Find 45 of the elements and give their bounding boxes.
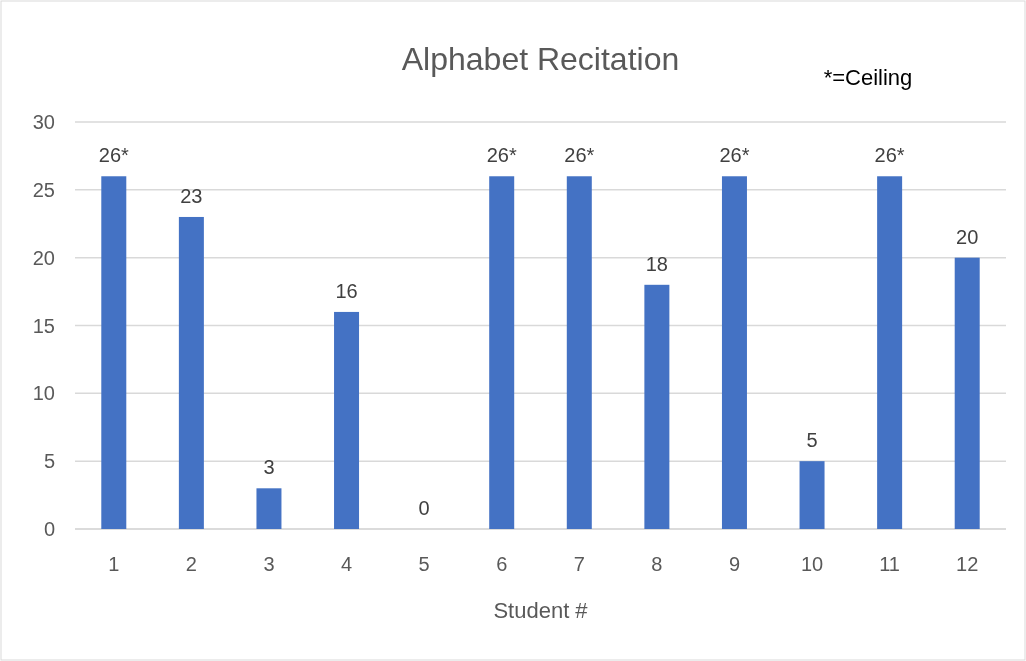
x-tick-label: 2 xyxy=(185,553,197,575)
chart-title: Alphabet Recitation xyxy=(401,41,680,77)
x-tick-label: 9 xyxy=(728,553,741,575)
bar xyxy=(256,488,282,529)
data-label: 0 xyxy=(418,497,430,519)
data-label: 18 xyxy=(645,252,668,275)
y-tick-label: 30 xyxy=(32,111,55,133)
bar xyxy=(178,216,204,529)
x-tick-label: 8 xyxy=(651,553,663,575)
y-tick-label: 10 xyxy=(32,382,55,405)
y-tick-label: 0 xyxy=(43,518,55,540)
x-axis-title: Student # xyxy=(493,598,589,623)
data-label: 26* xyxy=(98,144,130,167)
y-tick-label: 5 xyxy=(43,450,55,473)
data-label: 26* xyxy=(719,144,750,167)
x-tick-label: 1 xyxy=(108,553,120,575)
bar xyxy=(799,461,825,529)
x-tick-label: 3 xyxy=(263,553,275,575)
data-label: 16 xyxy=(335,279,358,302)
data-label: 26* xyxy=(874,144,905,167)
text: *=Ceiling xyxy=(823,65,913,90)
x-tick-label: 5 xyxy=(418,553,430,575)
data-label: 26* xyxy=(486,144,517,167)
bar xyxy=(954,257,980,529)
bar xyxy=(101,176,127,529)
y-tick-label: 25 xyxy=(32,178,55,201)
data-label: 23 xyxy=(180,184,203,207)
bar xyxy=(877,176,903,529)
data-label: 5 xyxy=(806,429,818,452)
data-label: 26* xyxy=(564,144,595,167)
bar xyxy=(721,176,747,529)
data-label: 20 xyxy=(956,225,979,248)
x-tick-label: 4 xyxy=(340,553,353,575)
bar xyxy=(489,176,515,529)
x-tick-label: 12 xyxy=(956,553,979,575)
bar xyxy=(644,284,670,529)
x-tick-label: 10 xyxy=(800,553,824,575)
x-tick-label: 6 xyxy=(496,553,508,575)
x-tick-label: 7 xyxy=(573,553,585,575)
x-tick-label: 11 xyxy=(879,553,901,575)
y-tick-label: 20 xyxy=(32,246,55,269)
bar xyxy=(566,176,592,529)
data-label: 3 xyxy=(263,456,275,479)
bar xyxy=(334,311,360,529)
y-tick-label: 15 xyxy=(32,314,55,337)
